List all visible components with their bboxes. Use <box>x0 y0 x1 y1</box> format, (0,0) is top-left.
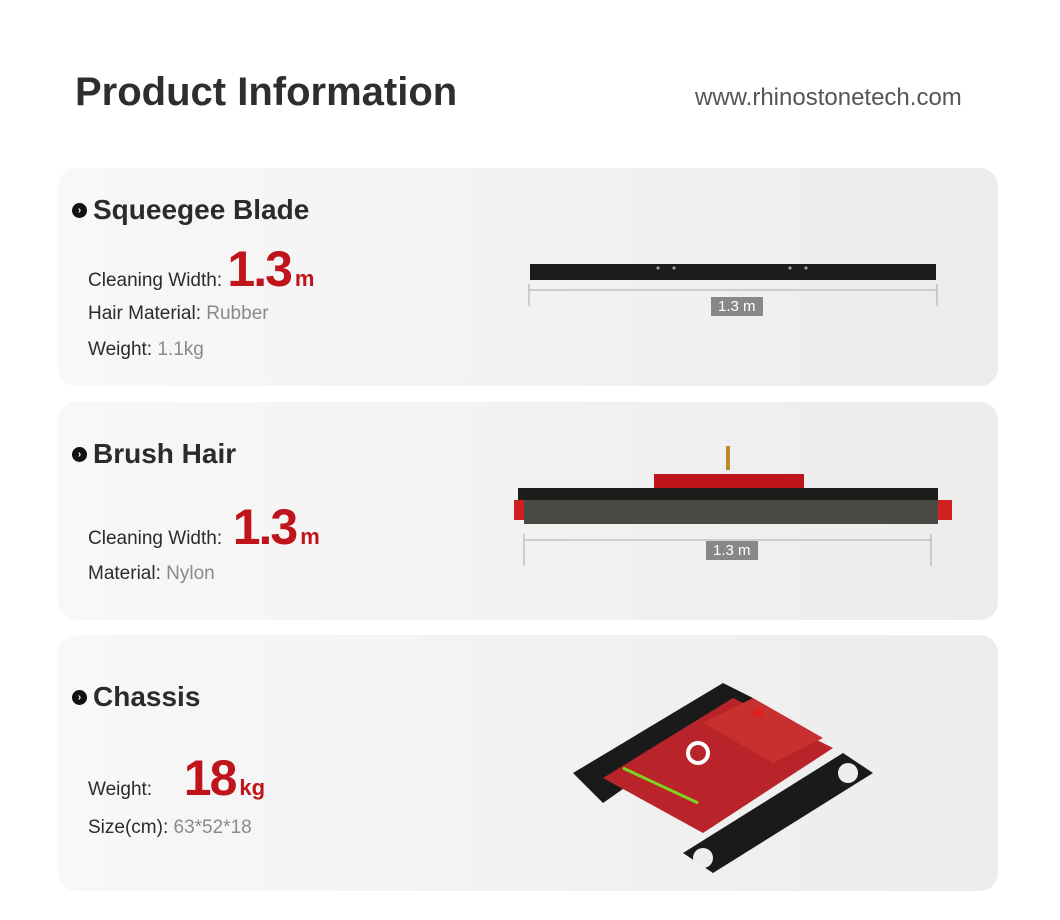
squeegee-blade-image <box>528 264 938 306</box>
card-chassis: › Chassis Weight: 18 kg Size(cm): 63*52*18 <box>58 635 998 891</box>
chevron-right-icon: › <box>72 202 87 218</box>
cleaning-width: Cleaning Width: 1.3 m <box>88 499 320 555</box>
weight: Weight: 1.1kg <box>88 339 204 360</box>
card-heading: › Brush Hair <box>72 438 236 470</box>
material: Material: Nylon <box>88 563 215 584</box>
cleaning-width: Cleaning Width: 1.3 m <box>88 241 315 297</box>
weight: Weight: 18 kg <box>88 750 266 806</box>
card-title: Squeegee Blade <box>93 194 310 225</box>
card-heading: › Squeegee Blade <box>72 194 309 226</box>
size: Size(cm): 63*52*18 <box>88 817 252 838</box>
chevron-right-icon: › <box>72 446 87 462</box>
website-url: www.rhinostonetech.com <box>695 84 962 111</box>
chassis-image <box>573 683 873 873</box>
chevron-right-icon: › <box>72 689 87 705</box>
card-squeegee-blade: › Squeegee Blade Cleaning Width: 1.3 m Hai… <box>58 168 998 386</box>
brush-hair-image <box>514 446 952 566</box>
card-brush-hair: › Brush Hair Cleaning Width: 1.3 m Materia… <box>58 402 998 620</box>
card-title: Brush Hair <box>93 438 237 469</box>
card-title: Chassis <box>93 681 201 712</box>
page-title: Product Information <box>75 70 458 114</box>
hair-material: Hair Material: Rubber <box>88 303 269 324</box>
card-heading: › Chassis <box>72 681 200 713</box>
dimension-label: 1.3 m <box>706 541 758 560</box>
dimension-label: 1.3 m <box>711 297 763 316</box>
